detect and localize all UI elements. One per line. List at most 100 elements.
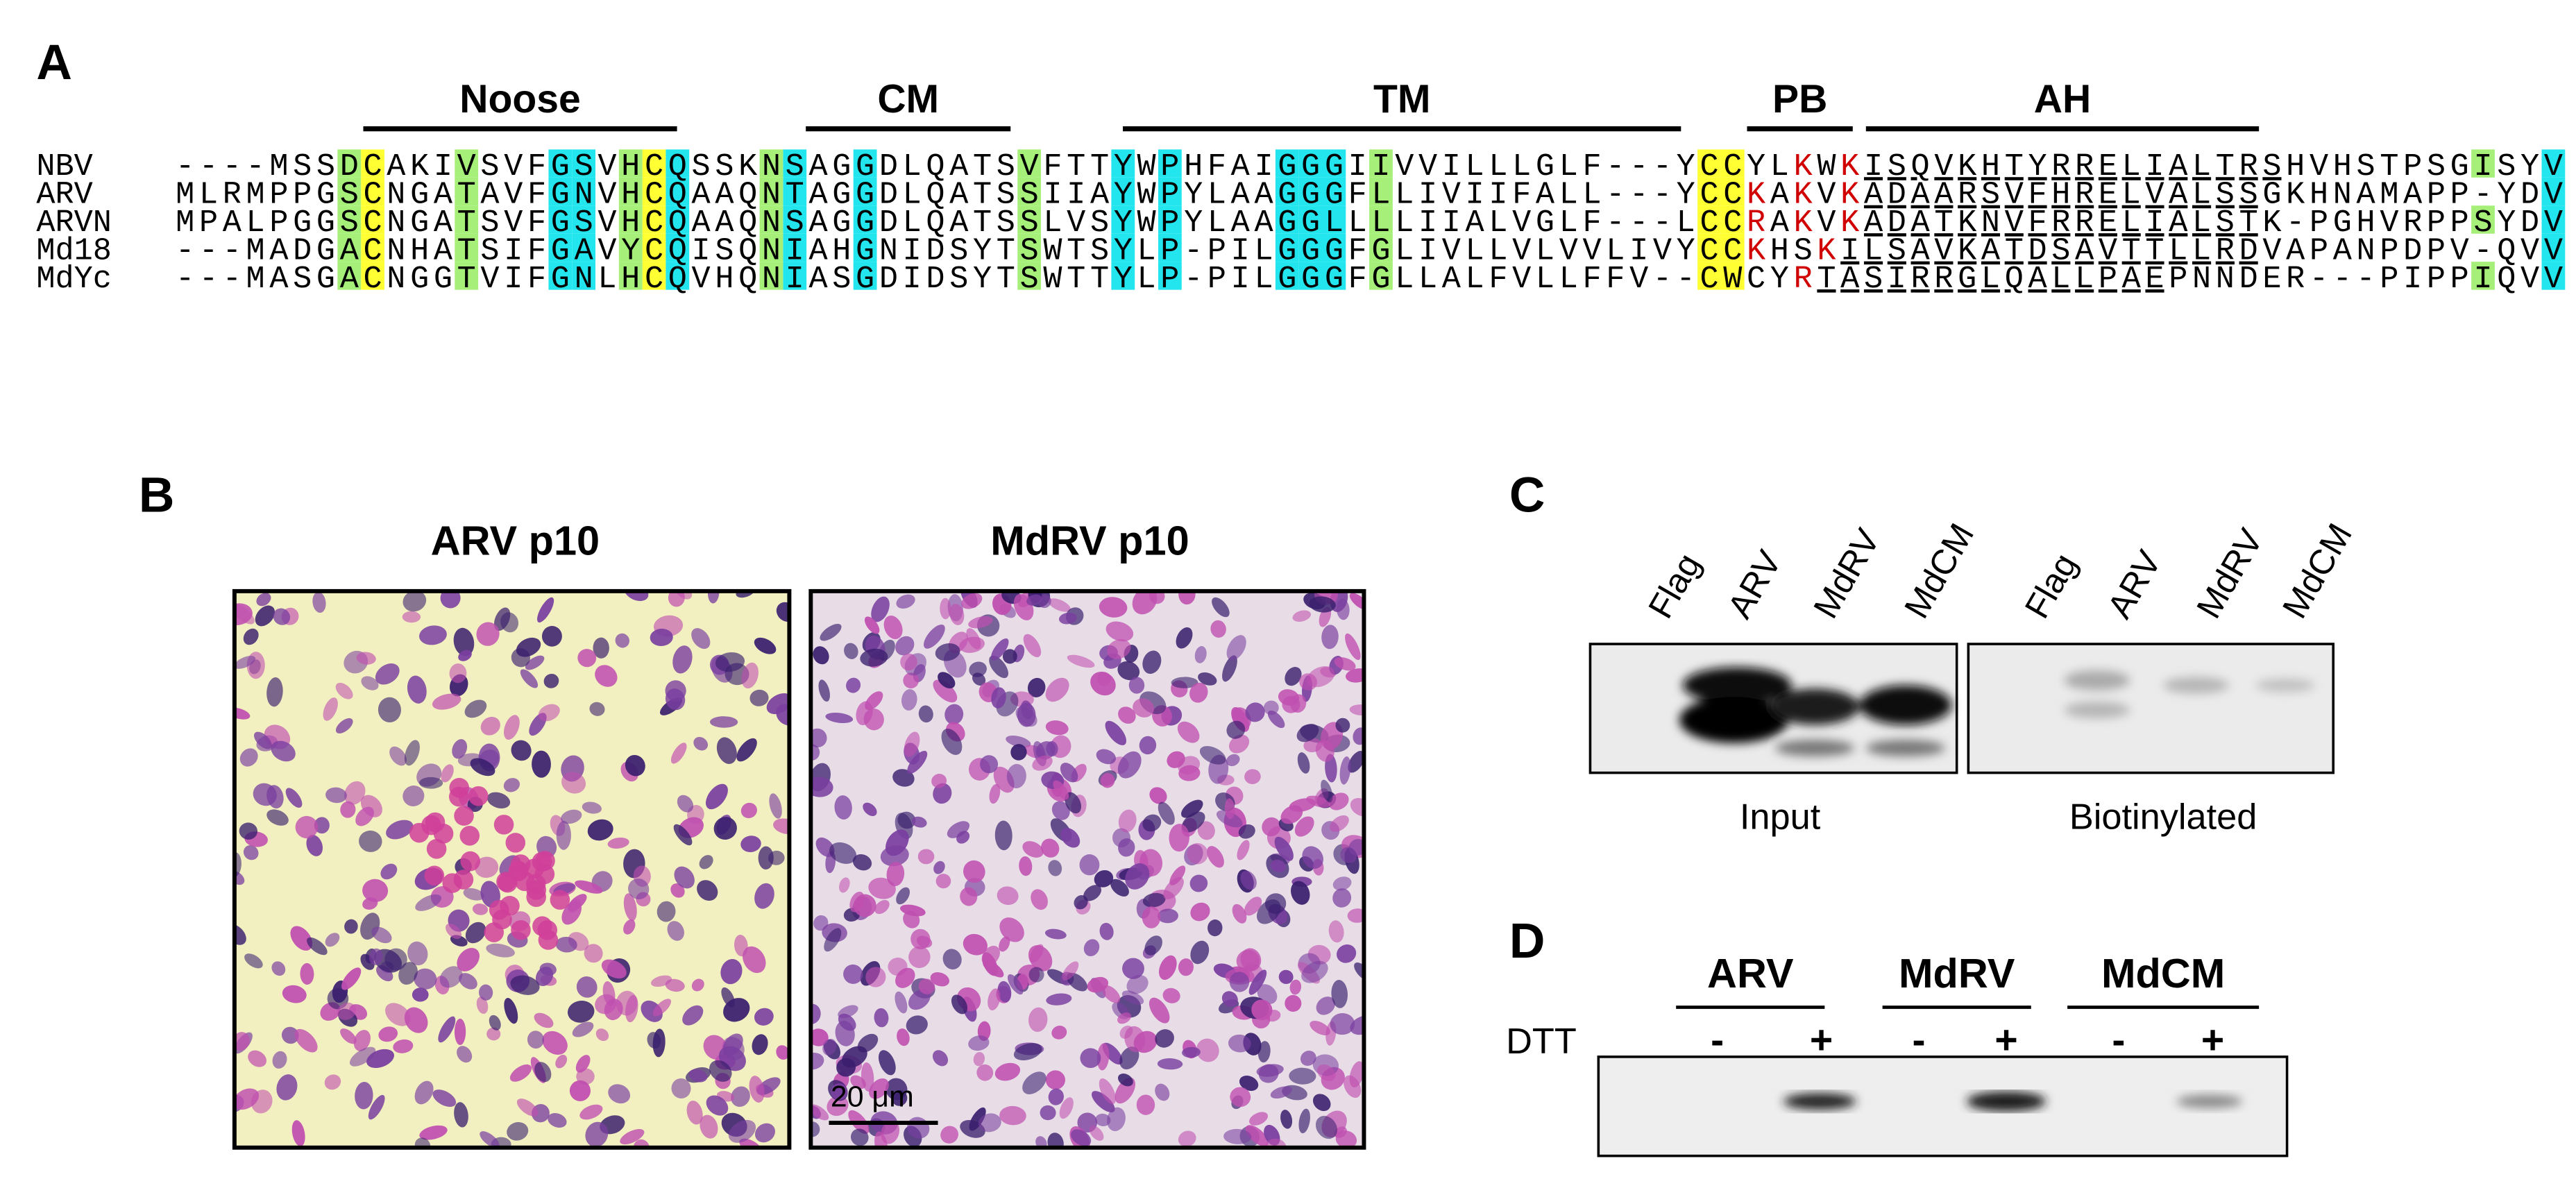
sequence-name: ARVN <box>36 205 112 241</box>
cell <box>846 677 861 693</box>
cell <box>300 962 314 985</box>
cell <box>670 743 687 764</box>
cell <box>555 937 577 953</box>
cell <box>1102 985 1121 1003</box>
lane-label: MdRV <box>1806 522 1888 625</box>
cell <box>538 704 560 722</box>
cell <box>1139 736 1157 755</box>
cell <box>362 879 389 902</box>
cell <box>935 874 951 889</box>
cell <box>1292 610 1311 622</box>
cell <box>982 952 998 976</box>
highlight <box>666 262 690 290</box>
cell <box>1110 879 1129 897</box>
cell <box>595 665 618 687</box>
cell <box>504 998 518 1024</box>
highlight <box>759 149 783 178</box>
cell <box>1230 1087 1251 1108</box>
cell <box>1244 897 1262 916</box>
cell <box>1040 1105 1056 1121</box>
cell <box>1028 1007 1048 1033</box>
cell <box>1298 1108 1310 1134</box>
cell <box>1022 841 1044 858</box>
highlight <box>1720 205 1745 234</box>
highlight <box>618 233 643 262</box>
lane-labels: Flag ARV MdRV MdCM Flag ARV MdRV MdCM <box>1641 517 2359 625</box>
cell <box>940 597 951 620</box>
cell <box>1058 612 1077 625</box>
cell <box>976 1064 994 1081</box>
highlight <box>853 262 877 290</box>
cell <box>1144 935 1162 956</box>
cell <box>454 806 474 826</box>
cell <box>457 1046 473 1063</box>
cell <box>537 597 554 623</box>
cell <box>1051 801 1070 820</box>
cell <box>623 893 637 922</box>
highlight <box>337 149 362 178</box>
highlight <box>1017 149 1042 178</box>
cell <box>863 709 884 731</box>
cell <box>818 679 830 702</box>
highlight <box>2541 233 2566 262</box>
cell <box>883 616 903 640</box>
cell <box>556 820 571 850</box>
cell <box>881 1120 900 1144</box>
highlight <box>1275 177 1299 206</box>
cell <box>493 815 514 835</box>
cell <box>243 845 259 860</box>
cell <box>709 716 738 728</box>
cell <box>944 704 964 725</box>
cell <box>337 1002 357 1020</box>
cell <box>1226 754 1240 767</box>
cell <box>1274 836 1294 861</box>
cell <box>991 687 1006 709</box>
cell <box>1331 980 1348 1008</box>
cell <box>306 937 328 956</box>
cell <box>335 682 353 699</box>
cell <box>510 975 540 995</box>
cell <box>1048 598 1071 612</box>
cell <box>844 643 858 659</box>
cell <box>691 978 704 992</box>
cell <box>1099 922 1114 940</box>
image-title: MdRV p10 <box>990 518 1189 564</box>
highlight <box>1298 177 1323 206</box>
cell <box>1099 1078 1117 1105</box>
highlight <box>548 149 573 178</box>
condition-label: - <box>1711 1018 1724 1062</box>
cell <box>464 699 487 718</box>
cell <box>407 941 428 966</box>
cell <box>1300 1051 1316 1066</box>
highlight <box>1369 262 1393 290</box>
group-label: MdCM <box>2101 950 2225 996</box>
cell <box>1128 677 1145 694</box>
cell <box>601 959 627 979</box>
cell <box>1026 594 1042 606</box>
cell <box>966 628 981 650</box>
cell <box>1045 1070 1066 1090</box>
cell <box>1194 646 1207 663</box>
cell <box>1353 727 1364 745</box>
highlight <box>853 205 877 234</box>
highlight <box>572 149 596 178</box>
highlight <box>618 149 643 178</box>
cell <box>769 793 782 819</box>
highlight <box>759 233 783 262</box>
cell <box>667 921 684 941</box>
cell <box>453 627 475 656</box>
cell <box>424 865 445 886</box>
cell <box>1155 1029 1174 1048</box>
cell <box>449 663 467 684</box>
cell <box>314 817 330 834</box>
cell <box>878 1050 896 1076</box>
cell <box>476 996 489 1015</box>
cell <box>1226 720 1246 739</box>
highlight <box>548 177 573 206</box>
highlight <box>783 205 807 234</box>
cell <box>1047 1133 1064 1148</box>
cell <box>380 863 398 880</box>
cell <box>1142 814 1162 832</box>
cell <box>454 1102 468 1128</box>
